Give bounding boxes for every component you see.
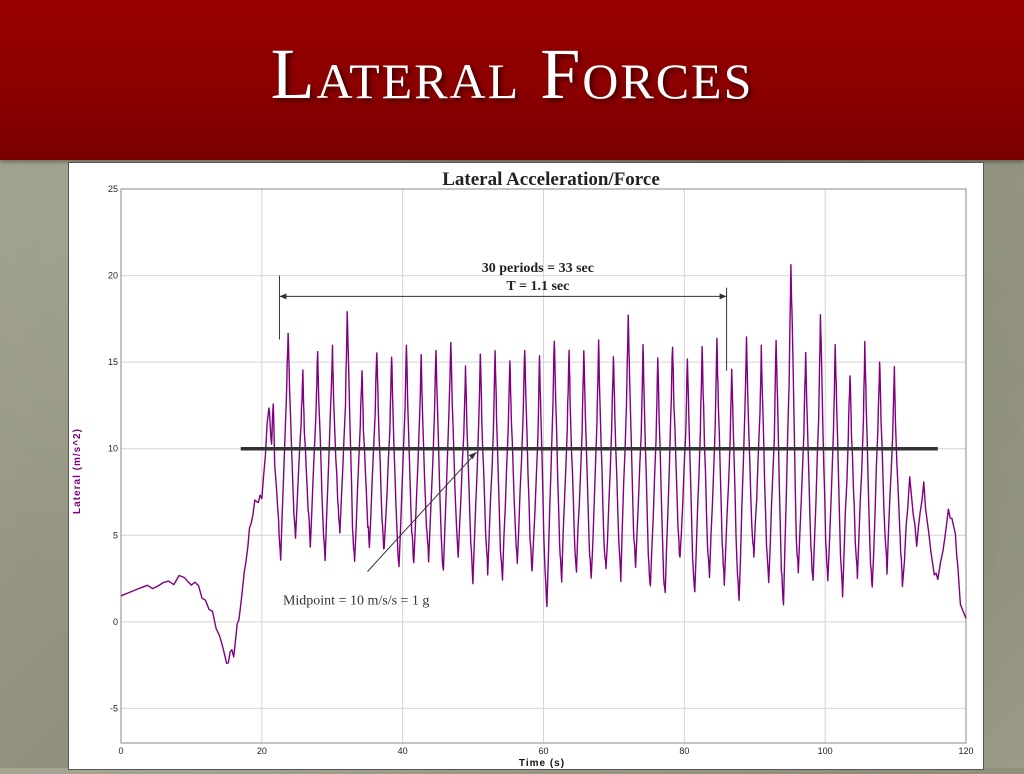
series-group xyxy=(120,264,967,664)
y-axis-label: Lateral (m/s^2) xyxy=(72,428,83,514)
y-tick-label: 25 xyxy=(108,184,118,194)
arrowhead-right xyxy=(719,293,727,300)
plot-area xyxy=(120,188,967,744)
y-tick-label: 10 xyxy=(108,444,118,454)
y-tick-label: 5 xyxy=(113,530,118,540)
midpoint-pointer xyxy=(367,451,477,572)
x-axis-label: Time (s) xyxy=(519,758,565,769)
y-tick-label: 20 xyxy=(108,271,118,281)
arrowhead-left xyxy=(279,293,287,300)
x-tick-label: 100 xyxy=(818,746,833,756)
period-count-label: 30 periods = 33 sec xyxy=(482,261,594,276)
x-tick-label: 80 xyxy=(679,746,689,756)
chart-frame: Lateral Acceleration/Force 0 20 40 60 80 100 1… xyxy=(68,162,984,770)
x-tick-label: 0 xyxy=(118,746,123,756)
y-tick-label: 15 xyxy=(108,357,118,367)
midpoint-label: Midpoint = 10 m/s/s = 1 g xyxy=(283,594,429,609)
axes: 0 20 40 60 80 100 120 -5 0 5 10 15 20 25 xyxy=(108,184,974,756)
y-tick-label: 0 xyxy=(113,617,118,627)
slide-title: Lateral Forces xyxy=(270,34,754,114)
midpoint-arrowhead xyxy=(468,452,477,460)
lateral-chart: Lateral Acceleration/Force 0 20 40 60 80 100 1… xyxy=(69,163,983,769)
x-tick-label: 60 xyxy=(538,746,548,756)
period-label: T = 1.1 sec xyxy=(506,279,569,294)
x-tick-label: 120 xyxy=(958,746,973,756)
y-tick-label: -5 xyxy=(110,703,118,713)
title-bar: Lateral Forces xyxy=(0,0,1024,160)
annotations: 30 periods = 33 sec T = 1.1 sec Midpoint =… xyxy=(240,261,938,609)
x-tick-label: 20 xyxy=(257,746,267,756)
x-tick-label: 40 xyxy=(398,746,408,756)
chart-title: Lateral Acceleration/Force xyxy=(442,169,660,190)
series-line xyxy=(120,264,967,664)
chart-background xyxy=(69,163,983,769)
